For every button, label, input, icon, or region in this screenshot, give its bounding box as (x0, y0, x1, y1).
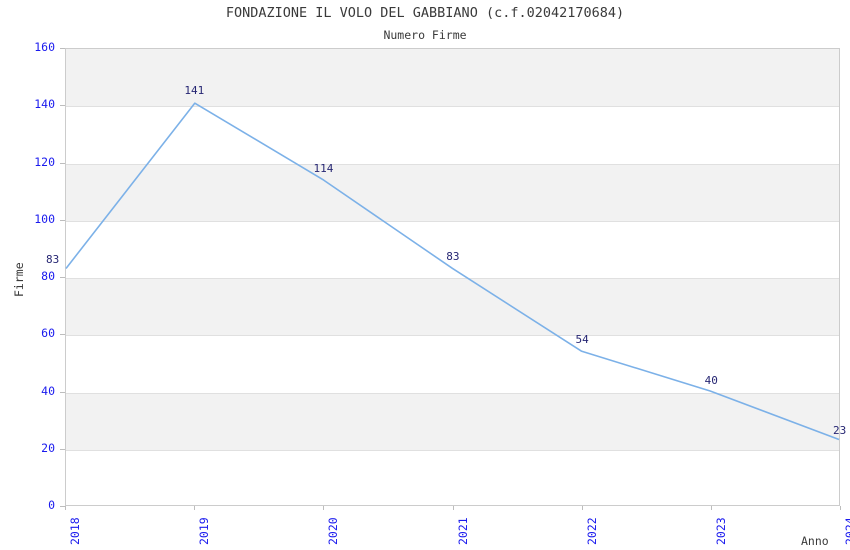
y-axis-tick-mark (60, 334, 65, 336)
chart-subtitle: Numero Firme (383, 28, 467, 42)
y-axis-tick-label: 80 (41, 269, 55, 283)
y-axis-tick-label: 20 (41, 440, 55, 455)
x-axis-tick-label: 2018 (68, 517, 82, 545)
x-axis-tick-mark (581, 506, 583, 510)
y-axis-tick-mark (60, 105, 65, 107)
gridline (66, 335, 839, 337)
background-band (66, 278, 839, 336)
x-axis-tick-mark (840, 506, 841, 510)
x-axis-tick-label: 2024 (843, 517, 850, 545)
background-band (66, 163, 839, 221)
y-axis-tick-mark (60, 277, 65, 278)
series-line (65, 102, 840, 441)
background-band (66, 49, 839, 107)
y-axis-tick-label: 40 (41, 383, 55, 398)
y-axis-tick-mark (60, 506, 65, 507)
y-axis-tick-label: 140 (34, 97, 55, 112)
x-axis-tick-label: 2022 (584, 517, 599, 545)
data-point-label: 141 (184, 84, 205, 98)
data-point-label: 23 (833, 424, 847, 438)
plot-area: 83 141 114 83 54 40 23 (46, 48, 846, 506)
x-axis-tick-mark (323, 506, 325, 510)
x-axis-tick-label: 2019 (197, 517, 212, 545)
data-point-label: 83 (446, 250, 460, 264)
y-axis-tick-label: 160 (34, 40, 55, 54)
x-axis-tick-mark (452, 506, 454, 510)
data-point-label: 114 (313, 161, 334, 175)
gridline (66, 449, 839, 451)
gridline (66, 163, 839, 165)
x-axis-tick-label: 2020 (326, 517, 341, 545)
chart-title: FONDAZIONE IL VOLO DEL GABBIANO (c.f.020… (225, 5, 625, 21)
y-axis-tick-label: 60 (41, 326, 55, 341)
x-axis-tick-mark (65, 506, 66, 510)
x-axis-title: Anno (801, 534, 829, 548)
background-band (66, 392, 839, 450)
y-axis-tick-label: 120 (34, 154, 55, 169)
y-axis-tick-label: 0 (48, 498, 55, 512)
data-point-label: 54 (575, 333, 589, 347)
y-axis-tick-mark (60, 48, 65, 49)
x-axis-tick-mark (710, 506, 712, 510)
gridline (66, 106, 839, 108)
y-axis-tick-mark (60, 391, 65, 393)
y-axis-tick-mark (60, 219, 65, 221)
gridline (66, 220, 839, 222)
gridline (66, 278, 839, 279)
y-axis-tick-mark (60, 162, 65, 164)
gridline (66, 392, 839, 394)
x-axis-tick-label: 2021 (455, 517, 470, 545)
x-axis-tick-mark (194, 506, 196, 510)
data-point-label: 83 (46, 253, 60, 267)
x-axis-tick-label: 2023 (713, 517, 728, 545)
y-axis-tick-label: 100 (34, 211, 55, 226)
data-point-label: 40 (704, 373, 718, 387)
y-axis-tick-mark (60, 448, 65, 450)
